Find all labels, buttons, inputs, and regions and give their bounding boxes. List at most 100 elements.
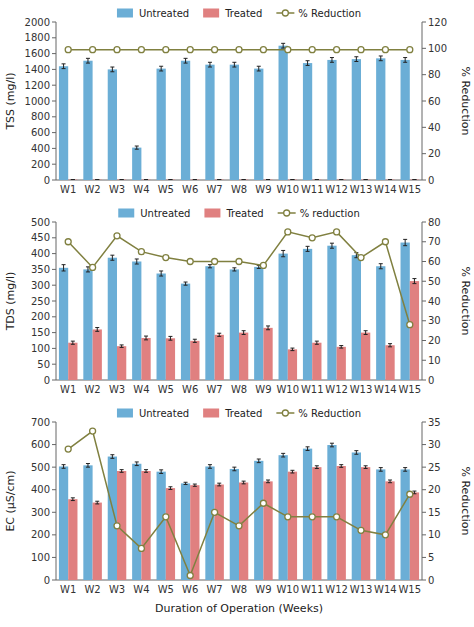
legend-swatch (118, 209, 134, 218)
y-tick-label: 450 (31, 232, 50, 243)
marker (358, 47, 364, 53)
bar (68, 499, 77, 580)
x-tick-label: W11 (301, 184, 324, 195)
y2-tick (422, 222, 426, 223)
bar (205, 266, 214, 380)
error-bar (217, 179, 221, 180)
error-bar (135, 146, 139, 149)
y-tick-label: 100 (31, 552, 50, 563)
y-tick (52, 180, 56, 181)
marker (187, 47, 193, 53)
y2-tick-label: 80 (428, 69, 441, 80)
error-bar (217, 483, 221, 486)
bar (166, 179, 175, 180)
chart-root: 0200400600800100012001400160018002000020… (0, 0, 474, 627)
error-bar (208, 62, 212, 67)
error-bar (403, 239, 407, 245)
error-bar (403, 58, 407, 63)
legend-item: Treated (204, 208, 263, 219)
error-bar (306, 61, 310, 66)
bar (312, 343, 321, 380)
x-tick-label: W12 (325, 184, 348, 195)
error-bar (144, 470, 148, 473)
legend-label: Treated (225, 208, 263, 219)
y-tick (52, 364, 56, 365)
error-bar (306, 447, 310, 451)
y2-tick-label: 20 (428, 148, 441, 159)
y2-tick-label: 30 (428, 439, 441, 450)
error-bar (135, 462, 139, 466)
bar (279, 254, 288, 380)
bar (327, 445, 336, 580)
x-tick-label: W14 (374, 184, 397, 195)
x-tick-label: W15 (398, 584, 421, 595)
bar (181, 284, 190, 380)
y2-tick (422, 534, 426, 535)
x-tick-label: W11 (301, 384, 324, 395)
y-tick (52, 285, 56, 286)
bar (410, 281, 419, 380)
marker (163, 255, 169, 261)
y-tick (52, 53, 56, 54)
y-tick-label: 1600 (25, 48, 50, 59)
legend-label: Treated (224, 408, 262, 419)
x-tick-label: W12 (325, 584, 348, 595)
error-bar (257, 66, 261, 71)
y-axis-line (56, 422, 57, 580)
error-bar (62, 465, 66, 469)
error-bar (379, 56, 383, 61)
y-tick (52, 37, 56, 38)
bar (385, 345, 394, 380)
x-tick-label: W6 (182, 584, 198, 595)
y-tick-label: 350 (31, 264, 50, 275)
bar (254, 461, 263, 580)
y2-tick (422, 101, 426, 102)
bar (132, 148, 141, 180)
y2-axis-label: % Reduction (459, 67, 472, 136)
legend-swatch (282, 410, 288, 416)
error-bar (193, 484, 197, 486)
error-bar (315, 466, 319, 469)
y2-tick-label: 20 (428, 484, 441, 495)
bar (83, 61, 92, 180)
y-tick (52, 557, 56, 558)
y-axis-line (56, 222, 57, 380)
bar (239, 333, 248, 380)
y-axis-label: TDS (mg/l) (4, 272, 17, 332)
y2-tick (422, 48, 426, 49)
y2-axis-line (422, 222, 423, 380)
error-bar (110, 255, 114, 260)
y2-tick (422, 22, 426, 23)
y-tick-label: 300 (31, 507, 50, 518)
x-tick-label: W4 (133, 384, 149, 395)
marker (187, 259, 193, 265)
error-bar (364, 179, 368, 180)
bar (288, 472, 297, 580)
error-bar (86, 58, 90, 63)
y-tick (52, 269, 56, 270)
error-bar (403, 468, 407, 472)
error-bar (257, 459, 261, 463)
bar (117, 179, 126, 180)
bar (59, 466, 68, 580)
y2-tick-label: 70 (428, 236, 441, 247)
y-axis-label: EC (μS/cm) (4, 470, 17, 531)
legend: UntreatedTreated% Reduction (117, 408, 361, 419)
panel: 0501001502002503003504004505000102030405… (4, 208, 472, 396)
bar (410, 179, 419, 180)
bar (279, 46, 288, 180)
x-tick-label: W8 (231, 384, 247, 395)
y-tick-label: 0 (44, 175, 50, 186)
error-bar (339, 465, 343, 468)
x-tick-label: W12 (325, 384, 348, 395)
error-bar (193, 339, 197, 342)
marker (285, 47, 291, 53)
error-bar (110, 455, 114, 459)
bar (141, 338, 150, 380)
marker (65, 47, 71, 53)
bar (361, 179, 370, 180)
y-tick (52, 148, 56, 149)
error-bar (208, 465, 212, 469)
x-tick-label: W7 (206, 384, 222, 395)
bar (205, 65, 214, 180)
